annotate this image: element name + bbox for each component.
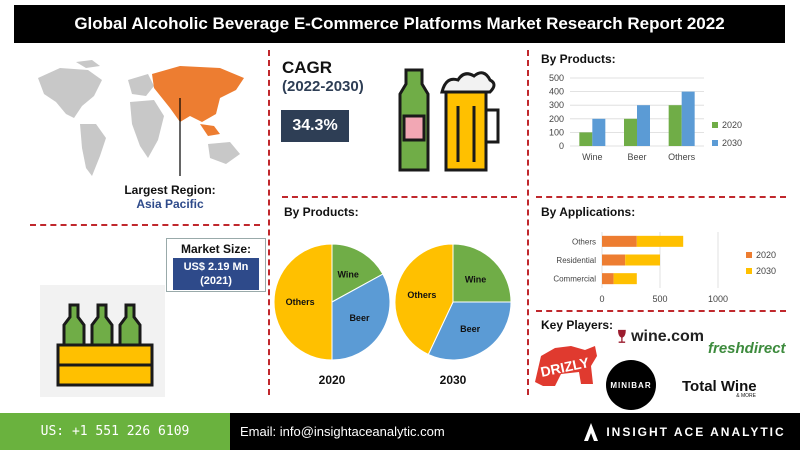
pie-2030-label-others: Others (407, 290, 436, 300)
divider-right (527, 50, 529, 395)
bar-legend-label-2020: 2020 (722, 120, 742, 130)
market-size-value: US$ 2.19 Mn (2021) (173, 258, 259, 290)
hbar-xtick-label: 0 (599, 294, 604, 304)
pie-2020-slice-wine (331, 243, 384, 303)
bottle-and-beer-icon (398, 68, 500, 172)
report-title: Global Alcoholic Beverage E-Commerce Pla… (14, 5, 785, 43)
pie-2020-slice-others (273, 243, 333, 361)
winecom-logo: wine.com (618, 322, 704, 352)
applications-heading: By Applications: (541, 205, 636, 219)
drizly-logo: DRIZLY (531, 342, 601, 390)
bar-ytick-label: 500 (549, 73, 564, 83)
pie-2020-label-others: Others (286, 297, 315, 307)
cagr-value: 34.3% (281, 110, 349, 142)
hbar-others-2030 (636, 235, 684, 247)
pie-2030-title: 2030 (440, 373, 467, 387)
cagr-label: CAGR (282, 58, 333, 77)
bar-ytick-label: 0 (559, 141, 564, 151)
bar-ytick-label: 100 (549, 127, 564, 137)
freshdirect-logo: freshdirect (708, 340, 786, 357)
largest-region-label: Largest Region: (124, 183, 216, 197)
bar-beer-2020 (624, 118, 637, 146)
hbar-ytick-label: Others (572, 237, 596, 246)
totalwine-logo-subtext: & MORE (736, 393, 756, 399)
hbar-residential-2020 (602, 254, 626, 266)
hbar-legend-swatch-2020 (746, 252, 752, 258)
world-map-icon (38, 60, 244, 176)
pie-2020-label-beer: Beer (349, 313, 370, 323)
products-pie-heading: By Products: (284, 205, 359, 219)
footer-email: Email: info@insightaceanalytic.com (230, 413, 570, 450)
applications-bar-chart: 0 500 1000 Others Residential Commercial 2020 2… (553, 232, 776, 304)
products-pie-charts: Wine Beer Others 2020 Wine Beer Others 2030 (273, 243, 512, 387)
footer-phone: US: +1 551 226 6109 (0, 413, 230, 450)
hbar-legend-label-2030: 2030 (756, 266, 776, 276)
bar-wine-2030 (592, 118, 606, 146)
hbar-commercial-2030 (613, 273, 637, 285)
bar-ytick-label: 400 (549, 87, 564, 97)
hbar-ytick-label: Residential (556, 256, 596, 265)
largest-region-value: Asia Pacific (136, 197, 204, 211)
divider-mid-h (282, 196, 517, 198)
hbar-others-2020 (602, 235, 637, 247)
bar-xtick-label: Others (668, 152, 696, 162)
bar-legend-swatch-2030 (712, 140, 718, 146)
hbar-residential-2030 (625, 254, 660, 266)
totalwine-logo: Total Wine & MORE (682, 378, 772, 399)
footer: US: +1 551 226 6109 Email: info@insighta… (0, 413, 800, 450)
bar-xtick-label: Beer (627, 152, 646, 162)
divider-left (268, 50, 270, 395)
hbar-legend-label-2020: 2020 (756, 250, 776, 260)
wine-glass-icon (618, 329, 626, 343)
bar-beer-2030 (637, 105, 650, 146)
bar-others-2030 (681, 91, 695, 146)
brand-logo-icon (584, 422, 599, 441)
pie-2030-slice-wine (452, 243, 512, 303)
bar-ytick-label: 300 (549, 100, 564, 110)
bar-legend-swatch-2020 (712, 122, 718, 128)
cagr-period: (2022-2030) (282, 78, 364, 95)
totalwine-logo-text: Total Wine (682, 378, 757, 395)
winecom-logo-text: wine.com (631, 328, 704, 345)
pie-2020-slice-beer (331, 273, 391, 361)
minibar-logo-text: MINIBAR (610, 380, 652, 390)
pie-2030-slice-others (394, 243, 454, 356)
products-bar-chart: 0 100 200 300 400 500 Wine Beer Others 2020 2030 (549, 73, 742, 162)
products-bar-heading: By Products: (541, 52, 616, 66)
bar-wine-2020 (579, 132, 593, 146)
market-size-label: Market Size: (180, 242, 252, 256)
hbar-xtick-label: 500 (652, 294, 667, 304)
pie-2020-title: 2020 (319, 373, 346, 387)
market-size-amount: US$ 2.19 Mn (183, 261, 249, 273)
bar-others-2020 (668, 105, 682, 146)
footer-brand: INSIGHT ACE ANALYTIC (570, 413, 800, 450)
pie-2020-label-wine: Wine (338, 270, 359, 280)
pie-2030-label-beer: Beer (460, 324, 481, 334)
bar-ytick-label: 200 (549, 114, 564, 124)
hbar-legend-swatch-2030 (746, 268, 752, 274)
key-players-heading: Key Players: (541, 318, 614, 332)
bar-xtick-label: Wine (582, 152, 603, 162)
bottle-crate-icon (40, 285, 165, 397)
footer-brand-text: INSIGHT ACE ANALYTIC (606, 424, 786, 439)
divider-left-h (30, 224, 260, 226)
market-size-year: (2021) (200, 275, 232, 287)
hbar-ytick-label: Commercial (553, 275, 596, 284)
bar-legend-label-2030: 2030 (722, 138, 742, 148)
divider-right-h1 (536, 196, 786, 198)
divider-right-h2 (536, 310, 786, 312)
minibar-logo: MINIBAR (606, 360, 656, 410)
hbar-xtick-label: 1000 (708, 294, 728, 304)
hbar-commercial-2020 (602, 273, 614, 285)
pie-2030-slice-beer (427, 301, 512, 361)
pie-2030-label-wine: Wine (465, 274, 486, 284)
market-size-box: Market Size: US$ 2.19 Mn (2021) (166, 238, 266, 292)
